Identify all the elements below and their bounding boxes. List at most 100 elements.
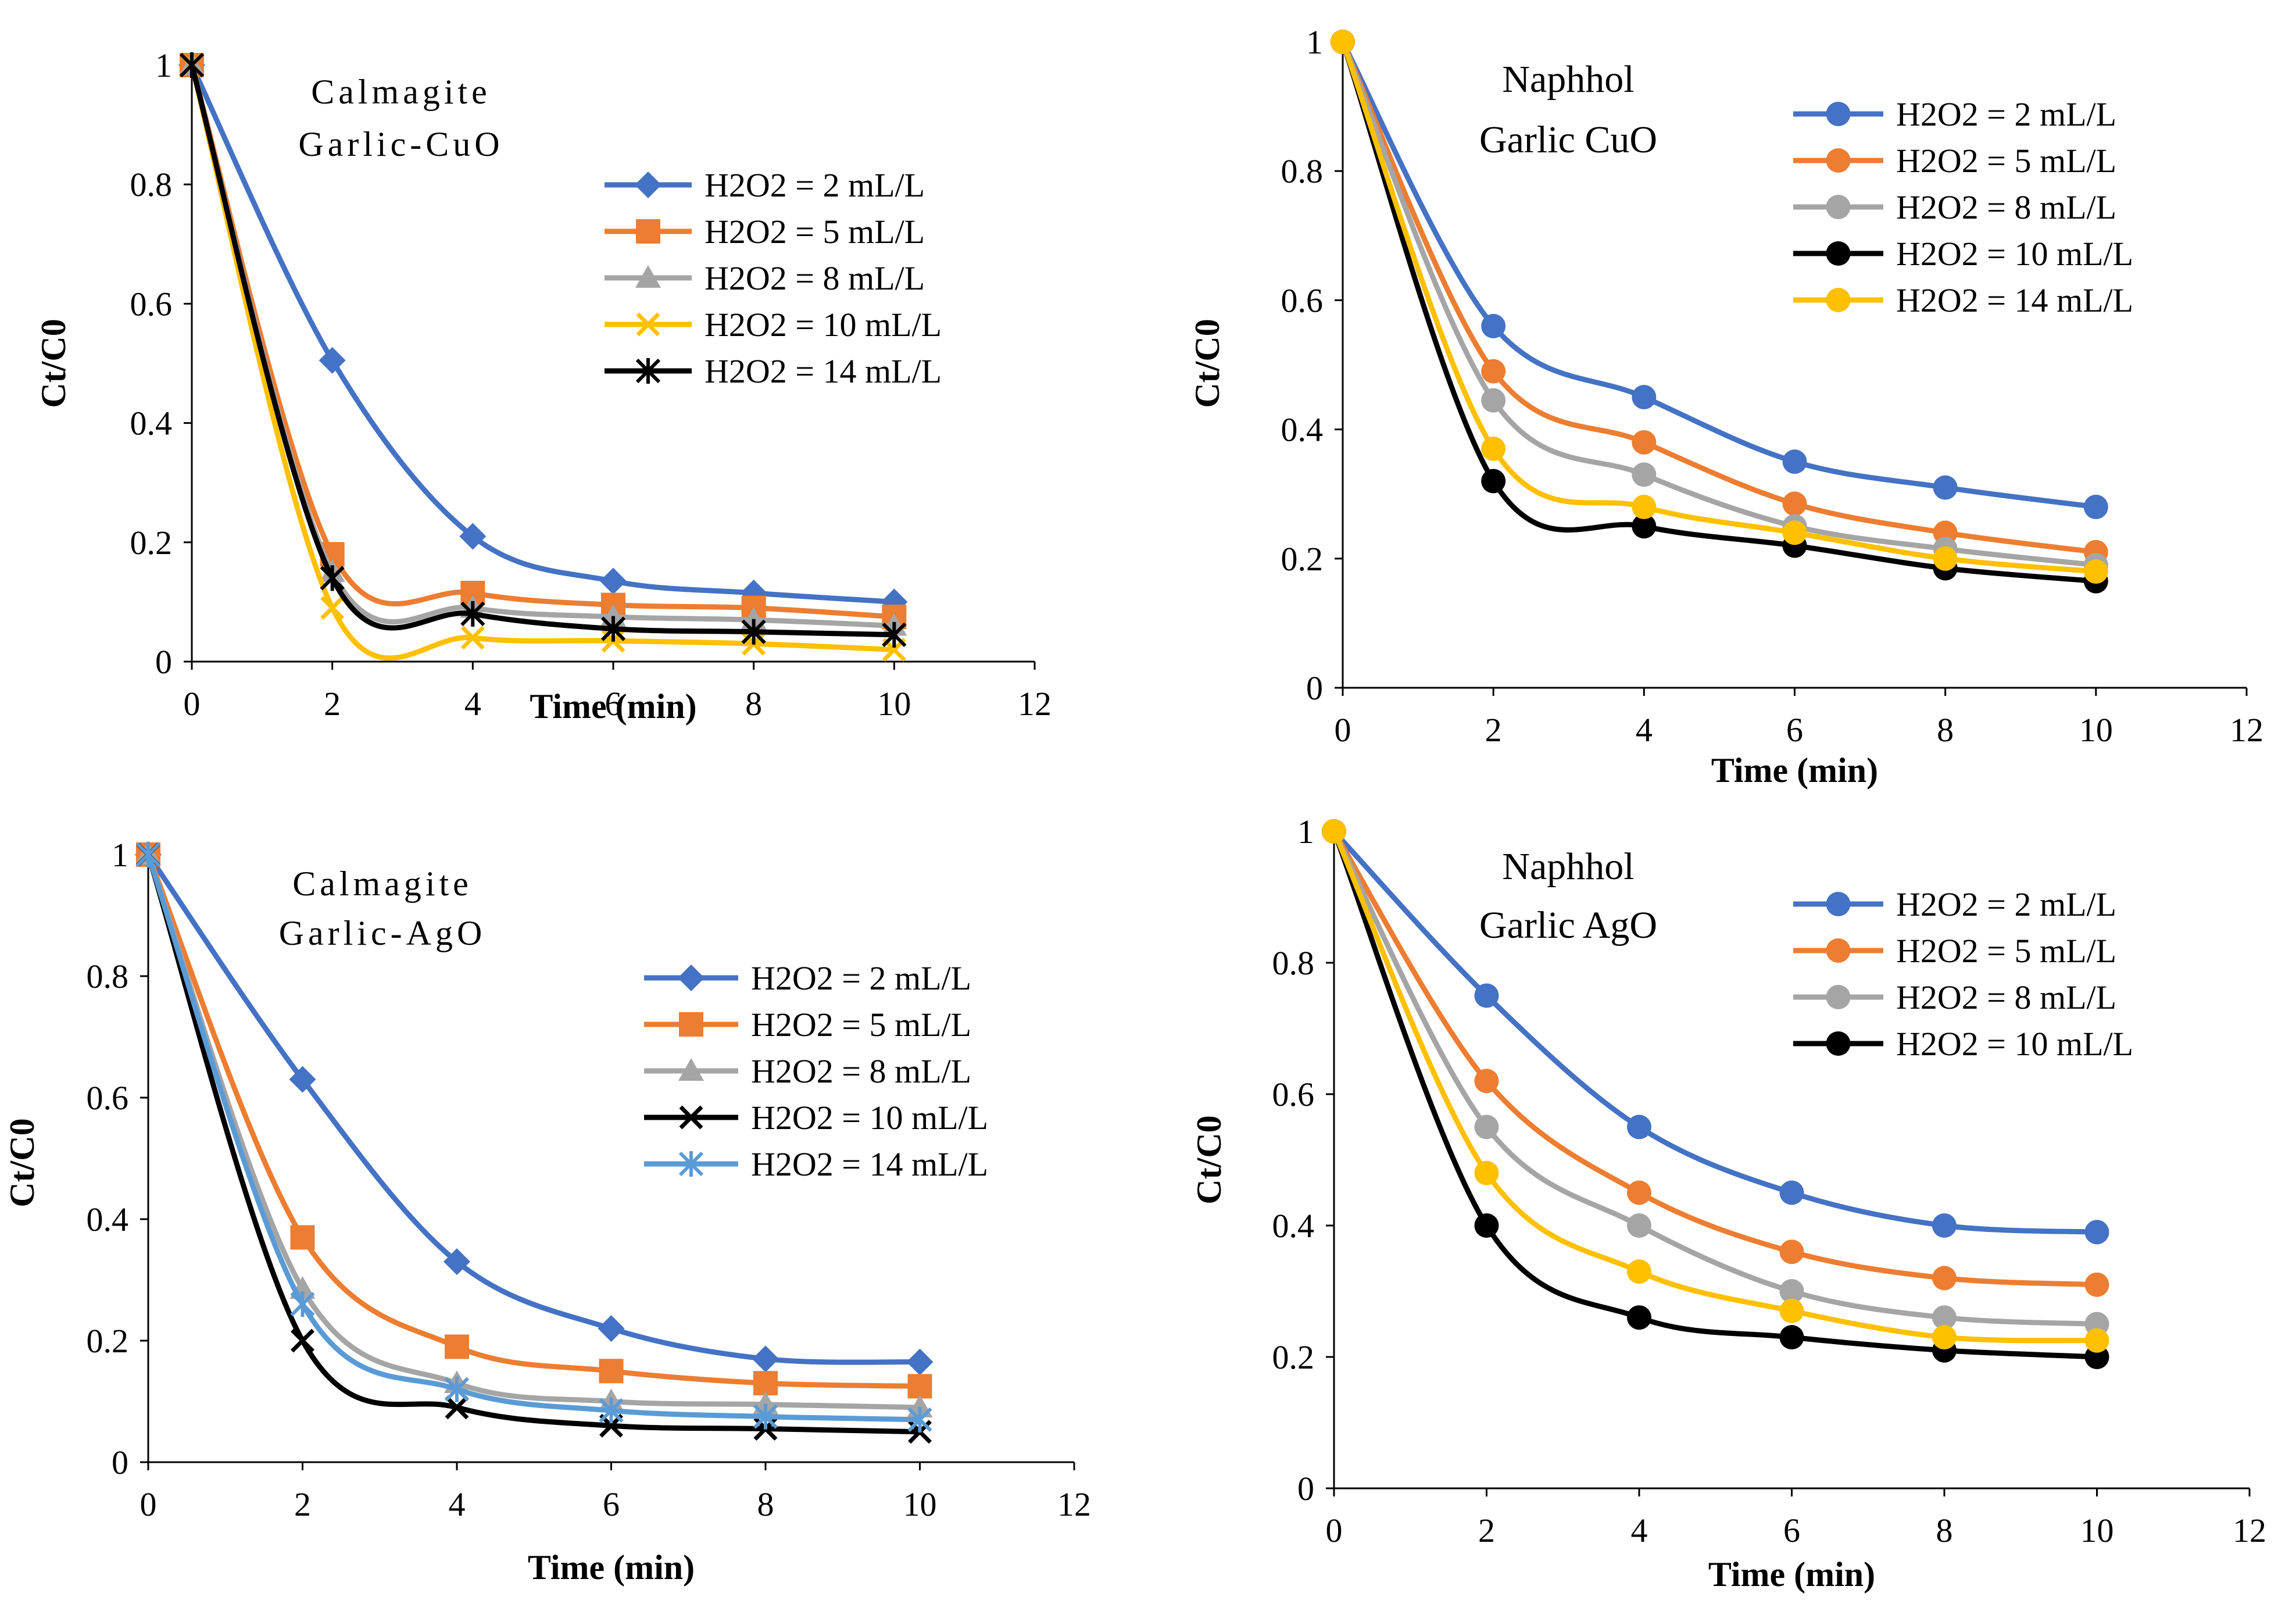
legend-marker [636,312,660,337]
legend-label: H2O2 = 14 mL/L [751,1145,988,1183]
legend-entry: H2O2 = 8 mL/L [1793,978,2116,1016]
legend-label: H2O2 = 10 mL/L [751,1099,988,1137]
y-axis-title: Ct/C0 [1190,1115,1228,1204]
x-tick-label: 8 [757,1485,774,1523]
data-point [752,1345,779,1373]
data-point [1933,475,1958,500]
data-point [320,596,345,620]
data-point [1782,520,1807,545]
y-tick-label: 1 [155,47,172,84]
series-5 [135,842,932,1433]
y-axis-title: Ct/C0 [3,1118,41,1207]
data-point [460,626,485,650]
x-axis-title: Time (min) [528,1548,695,1587]
data-point [290,1225,315,1250]
x-tick-label: 2 [324,685,341,723]
data-point [600,616,626,642]
x-tick-label: 8 [1937,711,1954,749]
data-point [289,1066,316,1093]
chart-annotation: Garlic CuO [1479,119,1657,161]
x-tick-label: 4 [449,1485,466,1523]
legend-entry: H2O2 = 8 mL/L [644,1052,971,1090]
legend-marker [635,265,661,288]
x-tick-label: 0 [1326,1512,1343,1549]
y-tick-label: 0 [1306,669,1323,707]
data-point [445,1334,469,1359]
series-5 [1322,819,2109,1353]
y-tick-label: 0.2 [1272,1338,1315,1376]
legend-entry: H2O2 = 10 mL/L [1793,235,2133,273]
data-point [445,1395,469,1420]
x-tick-label: 4 [1631,1512,1648,1549]
y-axis-title: Ct/C0 [34,319,73,408]
data-point [290,1291,315,1317]
series-5 [179,52,907,648]
data-point [1632,494,1657,519]
data-point [1932,1325,1957,1350]
y-tick-label: 0.6 [130,285,173,323]
series-1 [1322,819,2109,1245]
x-tick-label: 6 [605,685,622,723]
legend-entry: H2O2 = 5 mL/L [1793,142,2116,180]
data-point [1632,462,1657,487]
data-point [1627,1259,1651,1284]
data-point [1632,514,1657,539]
data-point [1474,1213,1499,1238]
legend: H2O2 = 2 mL/L H2O2 = 5 mL/L H2O2 = 8 mL/L H… [1793,95,2133,319]
x-tick-label: 4 [1636,711,1653,749]
legend-label: H2O2 = 5 mL/L [751,1006,971,1044]
y-tick-label: 0.8 [1281,152,1324,190]
chart-annotation: Garlic-AgO [279,914,487,952]
legend-label: H2O2 = 2 mL/L [704,166,925,204]
data-point [599,1398,624,1424]
legend: H2O2 = 2 mL/L H2O2 = 5 mL/L H2O2 = 8 mL/L H… [605,166,942,390]
legend-marker [1826,288,1851,312]
legend-marker [1826,241,1851,266]
data-point [1632,430,1657,455]
legend-marker [1826,892,1851,916]
legend-entry: H2O2 = 2 mL/L [1793,885,2116,923]
data-point [907,1374,932,1399]
data-point [1481,388,1506,413]
x-tick-label: 12 [1018,685,1052,723]
data-point [1627,1180,1651,1205]
data-point [1932,1266,1957,1291]
legend-label: H2O2 = 8 mL/L [704,259,925,297]
y-tick-label: 0.8 [87,958,129,995]
data-point [1474,1115,1499,1140]
data-point [600,567,627,595]
x-tick-label: 10 [903,1485,937,1523]
chart-annotation: Garlic AgO [1479,904,1657,946]
legend-entry: H2O2 = 2 mL/L [644,959,971,997]
legend: H2O2 = 2 mL/L H2O2 = 5 mL/L H2O2 = 8 mL/L H… [1793,885,2133,1063]
chart-annotation: Calmagite [311,73,491,111]
y-tick-label: 0.2 [130,524,173,562]
x-tick-label: 2 [1478,1512,1495,1549]
data-point [320,565,345,591]
data-point [1779,1279,1804,1303]
x-axis-title: Time (min) [1711,751,1878,790]
legend-marker [636,219,660,244]
legend-marker [635,358,661,384]
data-point [291,1328,314,1353]
series-line [189,62,897,638]
x-tick-label: 4 [464,685,481,723]
data-point [1932,1213,1957,1238]
legend-label: H2O2 = 5 mL/L [1896,142,2116,180]
legend-label: H2O2 = 8 mL/L [1896,978,2116,1016]
data-point [1779,1298,1804,1323]
legend-marker [1826,985,1851,1009]
data-point [444,1248,470,1276]
y-tick-label: 0.4 [130,405,173,442]
y-tick-label: 0.2 [87,1322,129,1360]
legend-label: H2O2 = 2 mL/L [751,959,971,997]
legend-label: H2O2 = 2 mL/L [1896,885,2116,923]
x-tick-label: 10 [2080,1512,2114,1549]
y-tick-label: 0 [1297,1470,1314,1508]
legend-marker [1826,938,1851,963]
data-point [1481,359,1506,384]
legend-marker [679,1105,703,1130]
